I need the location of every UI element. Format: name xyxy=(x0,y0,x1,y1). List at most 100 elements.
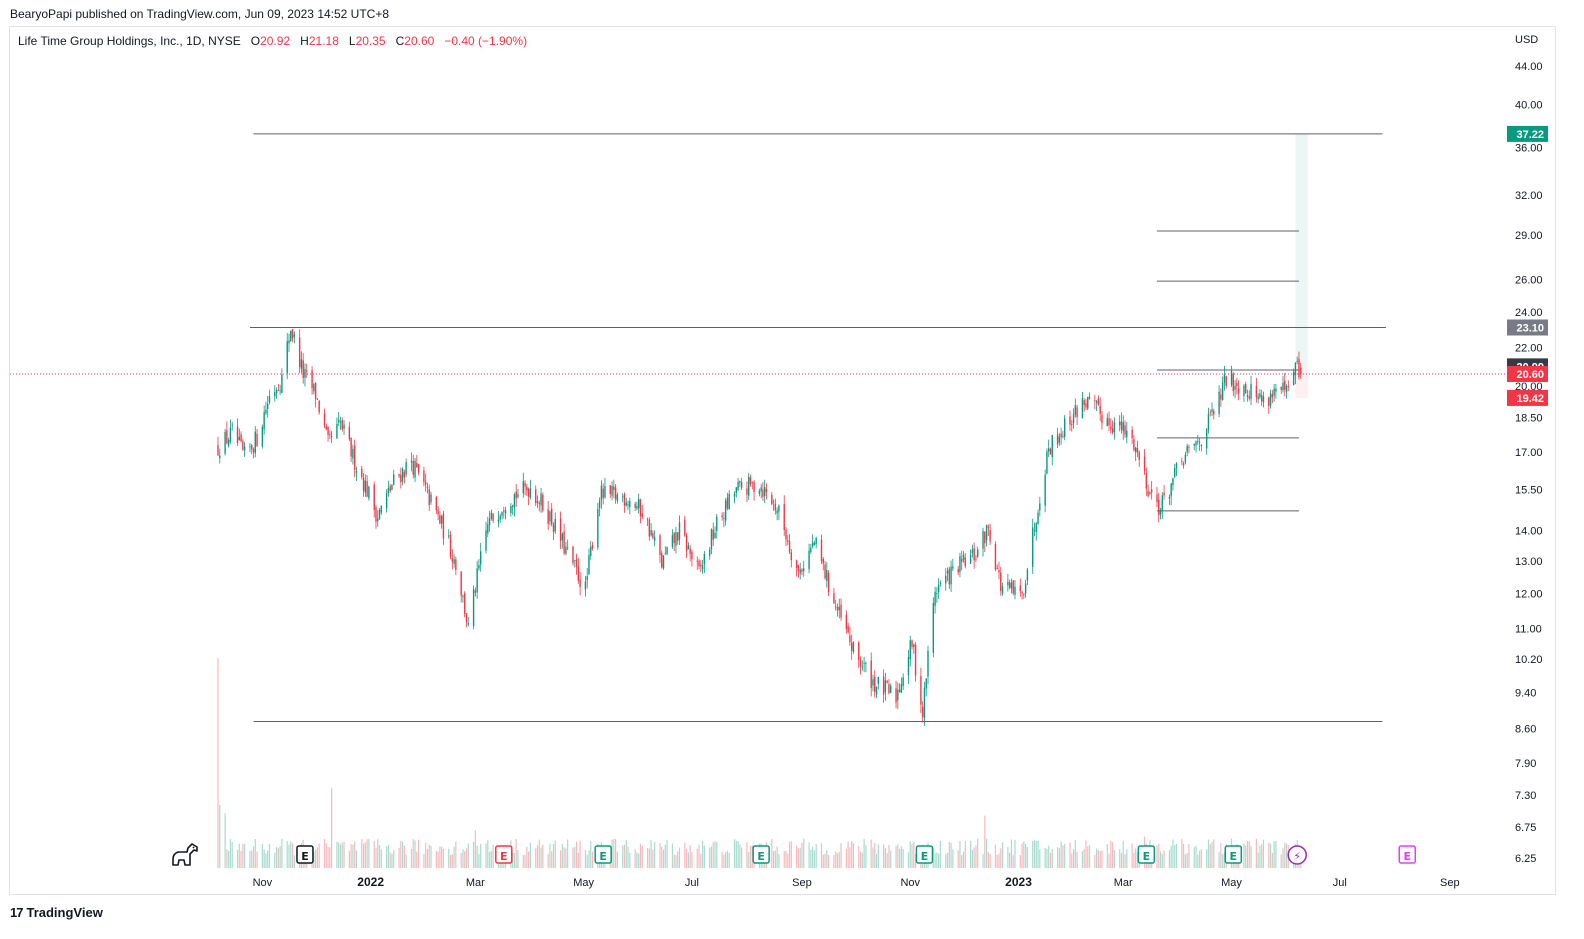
earnings-event-icon xyxy=(296,845,314,864)
candle-body xyxy=(1237,388,1240,394)
candle-body xyxy=(998,570,1000,573)
volume-bar xyxy=(354,842,356,868)
candle-body xyxy=(1035,523,1037,532)
candle-body xyxy=(639,499,642,516)
volume-bar xyxy=(634,849,636,868)
dinosaur-icon[interactable] xyxy=(170,840,200,868)
candle-body xyxy=(448,535,450,537)
y-tick-label: 6.75 xyxy=(1515,822,1536,834)
candle-body xyxy=(613,486,615,491)
volume-bar xyxy=(1188,844,1190,868)
candle-body xyxy=(602,488,604,498)
volume-bar xyxy=(826,850,828,868)
volume-bar xyxy=(875,854,878,868)
volume-bar xyxy=(313,851,315,868)
candle-body xyxy=(352,448,354,459)
volume-bar xyxy=(1246,841,1249,868)
candle-body xyxy=(740,481,743,488)
volume-bar xyxy=(275,847,278,868)
candle-body xyxy=(1262,396,1265,403)
candle-body xyxy=(1246,395,1249,397)
candle-body xyxy=(423,470,425,483)
volume-bar xyxy=(950,842,952,868)
event-letter: E xyxy=(500,850,508,863)
tradingview-footer[interactable]: 17 TradingView xyxy=(10,905,103,920)
volume-bar xyxy=(265,853,267,868)
volume-bar xyxy=(1072,849,1075,868)
candle-body xyxy=(474,590,477,593)
candle-body xyxy=(646,518,649,520)
candle-body xyxy=(808,550,810,570)
x-tick-label: 2023 xyxy=(1005,875,1032,889)
currency-label[interactable]: USD xyxy=(1515,34,1539,46)
volume-bar xyxy=(1243,843,1245,868)
candle-body xyxy=(1044,474,1046,506)
volume-bar xyxy=(709,847,711,868)
candle-body xyxy=(243,446,246,451)
candle-body xyxy=(504,510,507,514)
candle-body xyxy=(1184,454,1187,463)
volume-bar xyxy=(790,841,792,868)
candle-body xyxy=(542,494,544,511)
candle-body xyxy=(778,505,780,512)
candle-body xyxy=(1062,435,1064,437)
volume-bar xyxy=(1135,848,1137,868)
volume-bar xyxy=(1101,850,1103,868)
volume-bar xyxy=(801,842,803,868)
candle-body xyxy=(231,424,233,426)
volume-bar xyxy=(449,855,452,868)
volume-bar xyxy=(662,849,665,868)
volume-bar xyxy=(623,844,626,868)
candle-body xyxy=(561,533,564,541)
candle-body xyxy=(737,481,739,490)
volume-bar xyxy=(1161,854,1163,868)
volume-bar xyxy=(1245,845,1247,868)
volume-bar xyxy=(1131,843,1133,868)
candle-body xyxy=(364,480,367,493)
volume-bar xyxy=(1133,852,1135,868)
candle-body xyxy=(554,518,556,532)
candle-body xyxy=(1149,492,1151,494)
candle-body xyxy=(224,431,226,454)
volume-bar xyxy=(485,843,487,868)
candle-body xyxy=(597,508,599,548)
volume-bar xyxy=(398,847,400,868)
candle-body xyxy=(1174,467,1176,477)
event-letter: E xyxy=(301,850,309,863)
close-value: 20.60 xyxy=(404,34,435,48)
volume-bar xyxy=(664,844,666,868)
volume-bar xyxy=(268,843,271,868)
volume-bar xyxy=(251,850,253,868)
candle-body xyxy=(1181,460,1183,462)
volume-bar xyxy=(375,847,377,868)
candle-body xyxy=(449,534,452,557)
candle-body xyxy=(1280,386,1282,390)
candle-body xyxy=(836,607,839,611)
candle-body xyxy=(1133,439,1135,451)
volume-bar xyxy=(970,840,972,868)
volume-bar xyxy=(338,842,340,868)
volume-bar xyxy=(962,851,965,868)
candle-body xyxy=(700,564,702,567)
volume-bar xyxy=(263,849,265,868)
volume-bar xyxy=(810,849,812,868)
volume-bar xyxy=(441,846,443,868)
volume-bar xyxy=(938,853,940,868)
volume-bar xyxy=(659,843,661,868)
symbol-name[interactable]: Life Time Group Holdings, Inc., 1D, NYSE xyxy=(18,34,241,48)
candle-body xyxy=(637,498,640,509)
candle-body xyxy=(1106,418,1108,427)
volume-bar xyxy=(851,840,853,868)
volume-bar xyxy=(425,842,427,868)
volume-bar xyxy=(808,842,810,868)
candle-body xyxy=(1213,410,1215,415)
volume-bar xyxy=(254,839,256,868)
volume-bar xyxy=(1110,840,1112,868)
candle-body xyxy=(338,419,340,423)
candle-body xyxy=(387,488,390,494)
candle-body xyxy=(536,501,539,504)
volume-bar xyxy=(437,851,439,868)
candle-body xyxy=(1019,585,1021,592)
candle-body xyxy=(1026,569,1029,581)
